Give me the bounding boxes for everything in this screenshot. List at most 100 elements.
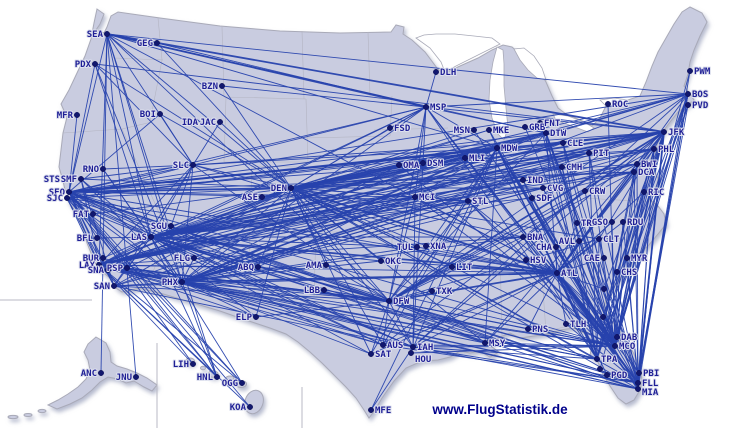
airport-dot-pbi[interactable] — [636, 370, 642, 376]
airport-dot-anc[interactable] — [98, 370, 104, 376]
airport-dot-bos[interactable] — [685, 91, 691, 97]
airport-dot-hou[interactable] — [408, 350, 414, 356]
airport-dot-cae[interactable] — [601, 255, 607, 261]
airport-dot-tlh[interactable] — [563, 321, 569, 327]
airport-dot-srq[interactable] — [597, 366, 603, 372]
airport-dot-crw[interactable] — [582, 188, 588, 194]
airport-dot-lbb[interactable] — [321, 287, 327, 293]
airport-dot-boi[interactable] — [157, 111, 163, 117]
airport-dot-bzn[interactable] — [219, 83, 225, 89]
airport-dot-elp[interactable] — [253, 314, 259, 320]
airport-dot-cha[interactable] — [553, 244, 559, 250]
airport-dot-jac[interactable] — [217, 119, 223, 125]
airport-dot-phx[interactable] — [179, 279, 185, 285]
airport-dot-geg[interactable] — [154, 40, 160, 46]
airport-dot-oma[interactable] — [396, 162, 402, 168]
airport-dot-msy[interactable] — [482, 340, 488, 346]
airport-dot-ama[interactable] — [323, 262, 329, 268]
airport-dot-sna[interactable] — [105, 267, 111, 273]
airport-dot-bur[interactable] — [100, 255, 106, 261]
airport-dot-abq[interactable] — [255, 264, 261, 270]
airport-dot-lih[interactable] — [190, 361, 196, 367]
airport-dot-gso[interactable] — [609, 219, 615, 225]
airport-dot-fat[interactable] — [90, 211, 96, 217]
airport-dot-bna[interactable] — [520, 234, 526, 240]
airport-dot-roc[interactable] — [605, 101, 611, 107]
airport-dot-sea[interactable] — [104, 31, 110, 37]
airport-dot-dab[interactable] — [614, 334, 620, 340]
airport-dot-cle[interactable] — [560, 140, 566, 146]
airport-dot-smf[interactable] — [78, 176, 84, 182]
airport-dot-iah[interactable] — [410, 344, 416, 350]
airport-dot-rno[interactable] — [100, 166, 106, 172]
airport-dot-mfr[interactable] — [74, 112, 80, 118]
airport-dot-fll[interactable] — [635, 380, 641, 386]
airport-dot-fnt[interactable] — [537, 120, 543, 126]
airport-dot-pgd[interactable] — [604, 372, 610, 378]
airport-dot-msp[interactable] — [423, 104, 429, 110]
airport-dot-flg[interactable] — [191, 255, 197, 261]
airport-dot-hnl[interactable] — [214, 374, 220, 380]
airport-dot-atl[interactable] — [554, 270, 560, 276]
airport-dot-mia[interactable] — [635, 386, 641, 392]
airport-dot-xna[interactable] — [423, 243, 429, 249]
airport-dot-phl[interactable] — [651, 146, 657, 152]
airport-dot-ase[interactable] — [259, 194, 265, 200]
airport-dot-mke[interactable] — [486, 127, 492, 133]
airport-dot-jax[interactable] — [600, 314, 606, 320]
airport-dot-msn[interactable] — [471, 127, 477, 133]
airport-dot-las[interactable] — [148, 234, 154, 240]
airport-dot-slc[interactable] — [190, 162, 196, 168]
airport-dot-mli[interactable] — [462, 155, 468, 161]
airport-dot-mfe[interactable] — [368, 407, 374, 413]
airport-dot-koa[interactable] — [247, 404, 253, 410]
airport-dot-jfk[interactable] — [661, 129, 667, 135]
airport-dot-avl[interactable] — [576, 238, 582, 244]
airport-dot-cvg[interactable] — [540, 185, 546, 191]
airport-dot-sav[interactable] — [601, 286, 607, 292]
airport-dot-lit[interactable] — [449, 264, 455, 270]
airport-dot-dlh[interactable] — [433, 69, 439, 75]
airport-dot-txk[interactable] — [429, 288, 435, 294]
airport-dot-aus[interactable] — [380, 342, 386, 348]
airport-dot-sdf[interactable] — [529, 195, 535, 201]
airport-dot-bwi[interactable] — [634, 161, 640, 167]
airport-dot-ogg[interactable] — [239, 380, 245, 386]
airport-dot-lax[interactable] — [96, 262, 102, 268]
airport-dot-chs[interactable] — [614, 269, 620, 275]
airport-dot-ind[interactable] — [520, 177, 526, 183]
airport-dot-mco[interactable] — [612, 343, 618, 349]
airport-dot-cmh[interactable] — [559, 164, 565, 170]
airport-dot-grb[interactable] — [522, 124, 528, 130]
airport-dot-fsd[interactable] — [387, 125, 393, 131]
airport-dot-den[interactable] — [288, 185, 294, 191]
airport-dot-tpa[interactable] — [594, 356, 600, 362]
airport-dot-psp[interactable] — [124, 265, 130, 271]
airport-dot-pdx[interactable] — [92, 61, 98, 67]
airport-dot-mdw[interactable] — [494, 145, 500, 151]
airport-dot-sat[interactable] — [368, 351, 374, 357]
airport-dot-pns[interactable] — [525, 326, 531, 332]
airport-dot-mci[interactable] — [412, 194, 418, 200]
airport-dot-pvd[interactable] — [685, 102, 691, 108]
airport-dot-tul[interactable] — [414, 244, 420, 250]
airport-dot-pwm[interactable] — [687, 68, 693, 74]
airport-dot-sjc[interactable] — [64, 195, 70, 201]
airport-dot-dca[interactable] — [631, 169, 637, 175]
airport-dot-pit[interactable] — [586, 150, 592, 156]
airport-dot-stl[interactable] — [465, 198, 471, 204]
airport-dot-ric[interactable] — [641, 189, 647, 195]
airport-dot-myr[interactable] — [624, 255, 630, 261]
airport-dot-sgu[interactable] — [168, 223, 174, 229]
airport-dot-dsm[interactable] — [420, 160, 426, 166]
airport-dot-bfl[interactable] — [94, 235, 100, 241]
airport-dot-rdu[interactable] — [620, 219, 626, 225]
airport-dot-san[interactable] — [111, 283, 117, 289]
airport-dot-hsv[interactable] — [523, 257, 529, 263]
airport-dot-dtw[interactable] — [543, 130, 549, 136]
airport-dot-sfo[interactable] — [66, 189, 72, 195]
airport-dot-tri[interactable] — [574, 220, 580, 226]
airport-dot-okc[interactable] — [378, 258, 384, 264]
airport-dot-dfw[interactable] — [386, 298, 392, 304]
airport-dot-clt[interactable] — [596, 236, 602, 242]
